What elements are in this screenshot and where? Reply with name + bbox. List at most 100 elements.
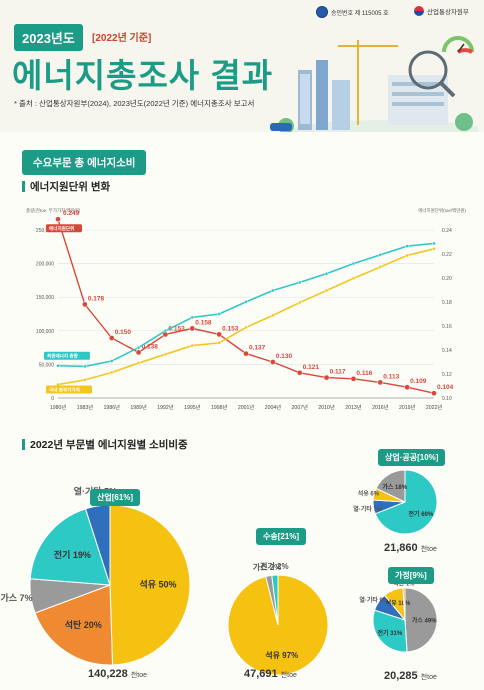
city-illustration xyxy=(270,36,478,140)
intensity-line-chart: 총량(천toe, 부가가치/백만원) 에너지원단위(toe/백만원) 0 50,000… xyxy=(26,207,466,411)
data-point xyxy=(432,241,436,246)
series-tag-bg xyxy=(44,351,90,360)
y-tick-left: 250,000 xyxy=(36,228,54,234)
y-tick-right: 0.16 xyxy=(442,324,452,330)
y-tick-right: 0.18 xyxy=(442,300,452,306)
pie-slice-석유 xyxy=(109,504,191,666)
data-point xyxy=(109,359,114,363)
data-point xyxy=(405,253,409,258)
data-label: 0.178 xyxy=(88,295,105,302)
y-tick-left: 100,000 xyxy=(36,329,54,335)
total-industry-unit: 천toe xyxy=(130,672,147,679)
subheading-share: 2022년 부문별 에너지원별 소비비중 xyxy=(22,437,188,452)
data-point xyxy=(83,364,87,369)
year-badge: 2023년도 xyxy=(14,24,83,51)
data-point xyxy=(190,343,195,348)
pie-slice-전기 xyxy=(271,574,279,626)
data-label: 0.104 xyxy=(437,384,454,391)
data-point xyxy=(271,313,275,318)
data-point xyxy=(136,361,141,365)
x-tick-label: 2013년 xyxy=(345,403,362,411)
data-label: 0.121 xyxy=(303,364,320,371)
x-tick-label: 2022년 xyxy=(426,403,443,411)
series-tag-bg xyxy=(46,385,92,394)
subheading-marker xyxy=(22,439,25,450)
x-tick-label: 2001년 xyxy=(238,403,255,411)
pie-slice-전기 xyxy=(29,508,111,586)
data-point xyxy=(324,288,329,293)
data-point xyxy=(163,328,168,333)
series-tag: 최종에너지 총량 xyxy=(47,353,79,360)
source-note: * 출처 : 산업통상자원부(2024), 2023년도(2022년 기준) 에… xyxy=(14,99,255,108)
series-line-0 xyxy=(57,218,435,394)
data-point xyxy=(297,280,302,285)
data-point xyxy=(351,261,356,266)
data-point xyxy=(190,315,195,320)
data-point xyxy=(431,390,437,397)
total-transport-value: 47,691 xyxy=(244,668,278,680)
pie-label: 전기 31% xyxy=(377,629,402,637)
total-transport-unit: 천toe xyxy=(280,672,297,679)
pie-label: 석유 97% xyxy=(265,650,298,660)
total-commercial-value: 21,860 xyxy=(384,542,418,554)
total-commercial-unit: 천toe xyxy=(420,546,437,553)
subheading-marker xyxy=(22,181,25,192)
data-point xyxy=(271,288,275,293)
pie-slice-전기 xyxy=(374,469,438,535)
y-tick-right: 0.20 xyxy=(442,276,452,282)
x-tick-label: 1992년 xyxy=(157,403,174,411)
page-title: 에너지총조사 결과 xyxy=(12,57,274,94)
y-tick-right: 0.12 xyxy=(442,372,452,378)
data-point xyxy=(136,345,141,350)
data-point xyxy=(404,384,410,391)
approval-number: 승인번호 제 115005 호 xyxy=(316,6,389,18)
data-point xyxy=(109,370,114,375)
pie-label: 전기 69% xyxy=(409,510,434,518)
pie-label: 열·기타 7% xyxy=(353,505,383,513)
data-label: 0.109 xyxy=(410,378,427,385)
pie-label: 가스 2% xyxy=(253,562,282,572)
gauge-icon xyxy=(457,43,465,53)
subheading-share-text: 2022년 부문별 에너지원별 소비비중 xyxy=(30,439,188,451)
x-tick-label: 1986년 xyxy=(104,403,121,411)
pie-title-commercial: 상업·공공[10%] xyxy=(378,449,446,466)
pie-slice-가스 xyxy=(404,587,438,653)
data-point xyxy=(55,216,61,223)
subheading-intensity-text: 에너지원단위 변화 xyxy=(30,181,111,193)
data-point xyxy=(377,379,384,386)
data-point xyxy=(217,341,221,345)
pie-label: 가스 18% xyxy=(382,483,407,491)
total-household-value: 20,285 xyxy=(384,670,418,682)
pie-title-industry: 산업[61%] xyxy=(90,489,141,506)
total-transport: 47,691 천toe xyxy=(244,668,297,680)
data-label: 0.138 xyxy=(142,343,159,350)
data-point xyxy=(82,301,88,308)
pie-slice-석탄 xyxy=(402,587,406,621)
sector-pie-charts: 석유 50%석탄 20%가스 7%전기 19%열·기타 5%석유 97%가스 2… xyxy=(0,469,438,676)
data-label: 0.117 xyxy=(330,369,346,376)
pie-label: 석유 50% xyxy=(139,578,176,589)
section-tab: 수요부문 총 에너지소비 xyxy=(22,150,147,175)
ministry-logo: 산업통상자원부 xyxy=(414,6,469,16)
data-label: 0.153 xyxy=(222,325,239,332)
subheading-intensity: 에너지원단위 변화 xyxy=(22,179,110,194)
data-point xyxy=(323,374,330,381)
data-point xyxy=(405,244,409,248)
total-industry-value: 140,228 xyxy=(88,668,128,680)
data-point xyxy=(351,276,356,281)
y-tick-left: 150,000 xyxy=(36,295,54,301)
base-year: [2022년 기준] xyxy=(92,33,152,44)
data-point xyxy=(378,265,383,269)
total-industry: 140,228 천toe xyxy=(88,668,147,680)
y-tick-left: 200,000 xyxy=(36,262,54,268)
series-tag: 국내 총부가가치 xyxy=(49,387,80,394)
data-label: 0.130 xyxy=(276,353,293,360)
series-tag-bg xyxy=(46,224,82,233)
x-tick-label: 2007년 xyxy=(292,403,309,411)
y-tick-right: 0.14 xyxy=(442,348,452,354)
pie-title-household: 가정[9%] xyxy=(388,567,434,584)
ministry-name: 산업통상자원부 xyxy=(427,9,469,16)
data-point xyxy=(378,253,383,257)
total-commercial: 21,860 천toe xyxy=(384,542,437,554)
pie-slice-석탄 xyxy=(34,584,114,666)
